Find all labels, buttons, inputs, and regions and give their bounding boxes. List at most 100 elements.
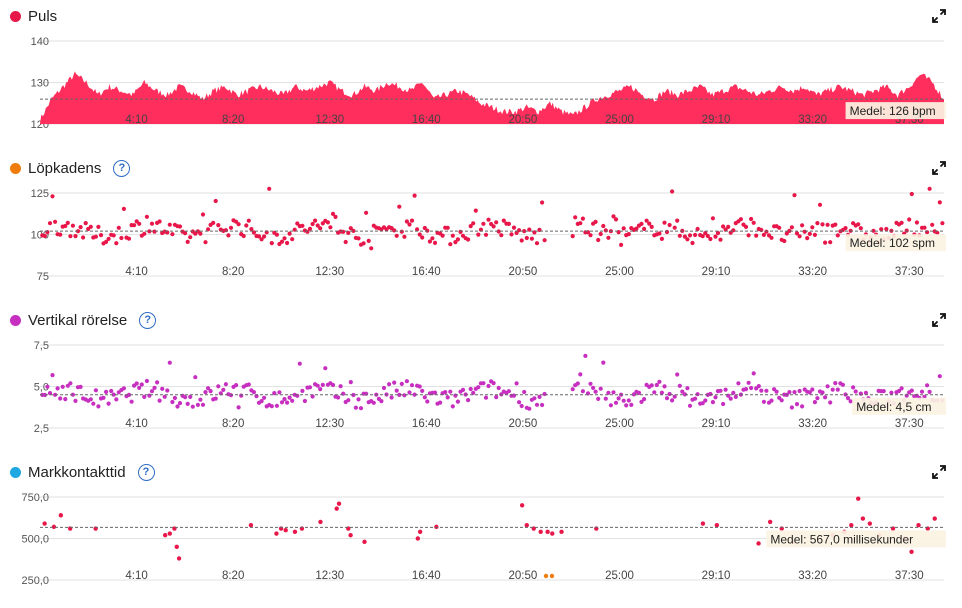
data-point [649,224,654,229]
data-point [287,395,292,400]
data-point [930,222,935,227]
data-point [269,241,274,246]
data-point [667,391,672,397]
average-label-bg [845,234,946,252]
data-point [935,230,940,235]
data-point [155,380,160,385]
data-point [283,528,288,533]
data-point [60,384,65,389]
x-tick-label: 33:20 [798,570,827,582]
data-point [583,353,588,358]
data-point [300,223,305,228]
data-point [932,516,937,521]
data-point [672,394,677,399]
data-point [389,395,394,400]
help-icon[interactable]: ? [137,463,155,481]
data-point [835,233,840,238]
data-point [412,193,417,198]
data-point [714,523,720,528]
data-point [519,403,524,409]
expand-icon[interactable] [932,161,946,175]
data-point [794,402,800,407]
data-point [83,221,88,226]
data-point [157,398,162,403]
data-point [603,396,608,401]
data-point [764,388,769,393]
data-point [239,393,244,398]
data-point [45,230,50,235]
data-point [55,386,60,391]
data-point [147,229,152,234]
data-point [700,521,706,526]
data-point [603,228,608,233]
help-icon[interactable]: ? [113,159,131,177]
data-point [710,216,716,221]
data-point [756,384,761,389]
data-point [534,241,540,246]
help-icon[interactable]: ? [139,311,157,329]
data-point [91,401,96,406]
data-point [593,389,598,394]
y-tick-label: 130 [31,78,49,90]
x-tick-label: 25:00 [605,266,634,278]
data-point [415,227,420,232]
data-point [754,233,759,238]
data-point [784,231,789,236]
data-point [529,236,535,241]
data-point [73,234,78,239]
expand-icon[interactable] [932,313,946,327]
data-point [708,236,713,242]
data-point [351,392,356,398]
data-point [162,394,167,399]
data-point [743,387,749,392]
data-point [251,390,256,395]
data-point [399,381,404,386]
average-label-bg [845,102,946,120]
data-point [483,232,489,237]
panel-title: Vertikal rörelse [28,311,128,329]
data-point [802,229,807,234]
data-point [409,218,415,223]
data-point [514,230,519,235]
data-point [104,389,109,394]
data-point [300,388,305,393]
data-point [420,388,425,393]
data-point [468,224,473,229]
data-point [733,394,738,399]
x-tick-label: 16:40 [412,114,441,126]
x-tick-label: 4:10 [125,114,147,126]
data-point [453,393,458,398]
expand-icon[interactable] [932,465,946,479]
data-point [450,233,455,238]
data-point [731,228,736,233]
x-tick-label: 37:30 [895,266,924,278]
x-tick-label: 4:10 [125,570,147,582]
expand-icon[interactable] [932,9,946,23]
data-point [415,536,421,541]
data-point [404,219,409,224]
data-point [297,361,302,366]
data-point [794,231,800,236]
data-point [152,385,157,390]
data-point [381,385,387,391]
data-point [537,394,542,399]
data-point [713,234,718,239]
data-point [58,513,64,518]
data-point [812,400,818,405]
data-point [269,404,274,409]
data-point [142,394,147,399]
data-point [336,395,341,400]
data-point [792,193,797,198]
data-point [290,398,295,403]
data-point [137,221,142,226]
data-point [626,398,631,403]
y-tick-label: 750,0 [21,492,49,504]
data-point [677,233,682,238]
data-point [815,396,820,401]
data-point [216,223,221,228]
data-point [527,406,532,411]
data-point [134,381,139,386]
x-tick-label: 20:50 [509,418,538,430]
data-point [310,221,315,227]
data-point [761,232,767,237]
